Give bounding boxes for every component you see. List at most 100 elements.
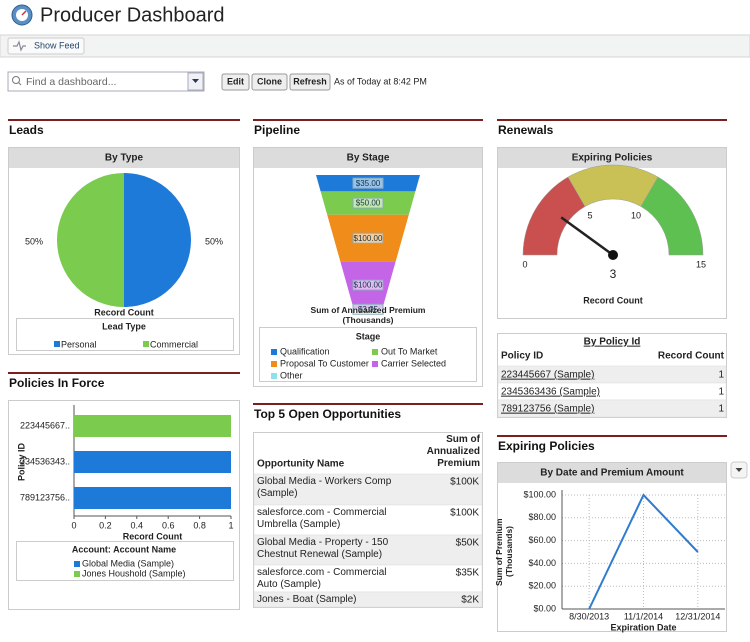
- chart-title: By Date and Premium Amount: [540, 468, 684, 479]
- pie-value-label: 50%: [205, 236, 223, 246]
- table-cell: $2K: [461, 595, 479, 606]
- bar: [74, 487, 231, 509]
- gauge-tick-label: 0: [522, 259, 527, 269]
- y-axis-label: Policy ID: [16, 442, 26, 481]
- column-header: Policy ID: [501, 351, 543, 362]
- panel-title-bar: [498, 148, 726, 168]
- funnel-value-label: $50.00: [356, 199, 381, 208]
- section-title: Leads: [9, 123, 44, 137]
- dropdown-arrow: [192, 79, 199, 83]
- x-axis-label: Expiration Date: [610, 622, 676, 632]
- line-series: [588, 493, 699, 610]
- y-tick-label: $80.00: [528, 512, 556, 522]
- funnel-value-label: $100.00: [354, 234, 383, 243]
- chart-title: By Type: [105, 153, 144, 164]
- funnel-label-bg: [352, 232, 384, 244]
- legend-title: Account: Account Name: [72, 544, 176, 554]
- bar: [74, 415, 231, 437]
- legend: [16, 318, 234, 351]
- table-cell-link[interactable]: 789123756 (Sample): [501, 404, 594, 415]
- search-box[interactable]: [7, 71, 205, 92]
- legend-label: Out To Market: [381, 346, 438, 356]
- legend-title: Stage: [356, 331, 381, 341]
- x-axis-label: Record Count: [123, 531, 183, 541]
- funnel-label-bg: [352, 197, 384, 209]
- y-tick-label: $100.00: [523, 489, 556, 499]
- table-cell: Jones - Boat (Sample): [257, 594, 357, 605]
- table-cell-link[interactable]: 2345363436 (Sample): [501, 387, 600, 398]
- pie-slice: [57, 173, 124, 307]
- feed-bar: [0, 34, 750, 58]
- search-placeholder: Find a dashboard...: [26, 76, 116, 88]
- legend-swatch: [271, 373, 277, 379]
- chart-title: Expiring Policies: [572, 153, 653, 164]
- y-tick-label: 223445667..: [20, 420, 70, 430]
- section-title: Expiring Policies: [498, 439, 595, 453]
- app-icon-needle: [21, 10, 27, 16]
- as-of-label: As of Today at 8:42 PM: [334, 76, 427, 86]
- legend: [259, 327, 477, 382]
- section-title: Pipeline: [254, 123, 300, 137]
- legend-swatch: [372, 361, 378, 367]
- x-tick-label: 8/30/2013: [569, 611, 609, 621]
- chart-title: By Stage: [347, 153, 390, 164]
- toolbar-button-label[interactable]: Refresh: [293, 76, 327, 86]
- toolbar-button-label[interactable]: Edit: [227, 76, 244, 86]
- axis-label: Record Count: [583, 295, 643, 305]
- column-header-box: Sum of Annualized Premium: [426, 434, 480, 469]
- table-cell-link[interactable]: 223445667 (Sample): [501, 370, 594, 381]
- y-tick-label: 234536343..: [20, 456, 70, 466]
- table-row: [497, 399, 727, 418]
- toolbar-button[interactable]: [289, 73, 331, 91]
- search-icon: [12, 76, 20, 84]
- legend-swatch: [74, 571, 80, 577]
- table-cell-box: Global Media - Workers Comp (Sample): [257, 476, 392, 499]
- funnel-label-bg: [352, 279, 384, 291]
- table-cell-box: Jones - Boat (Sample): [257, 594, 357, 605]
- panel-title-bar: [254, 148, 482, 168]
- legend-label: Carrier Selected: [381, 358, 446, 368]
- gauge-tick-label: 10: [631, 211, 641, 221]
- legend-label: Qualification: [280, 346, 330, 356]
- table-cell-box: Global Media - Property - 150 Chestnut R…: [257, 537, 388, 560]
- legend-label: Global Media (Sample): [82, 558, 174, 568]
- table-cell: 1: [718, 387, 724, 398]
- funnel-label-bg: [352, 177, 384, 189]
- column-header: Sum of Annualized Premium: [426, 434, 480, 469]
- show-feed-label[interactable]: Show Feed: [34, 40, 80, 50]
- gauge-band: [640, 176, 704, 256]
- toolbar-button[interactable]: [251, 73, 288, 91]
- section-title: Top 5 Open Opportunities: [254, 407, 401, 421]
- toolbar-button[interactable]: [221, 73, 250, 91]
- show-feed-button[interactable]: [7, 37, 85, 55]
- y-tick-label: $0.00: [533, 603, 556, 613]
- legend-swatch: [372, 349, 378, 355]
- x-tick-label: 0.6: [162, 520, 175, 530]
- gauge-value: 3: [610, 267, 617, 281]
- x-tick-label: 0.2: [99, 520, 112, 530]
- legend-title: Lead Type: [102, 321, 146, 331]
- table-row: [253, 504, 483, 536]
- table-title: By Policy Id: [584, 337, 641, 348]
- x-tick-label: 11/1/2014: [624, 611, 663, 621]
- x-tick-label: 0.8: [193, 520, 206, 530]
- table-cell: salesforce.com - Commercial Umbrella (Sa…: [257, 507, 387, 530]
- toolbar-button-label[interactable]: Clone: [257, 76, 282, 86]
- feed-icon: [13, 40, 26, 52]
- table-cell: $50K: [456, 538, 480, 549]
- panel: [497, 462, 727, 632]
- column-header: Record Count: [658, 351, 725, 362]
- gauge-hub: [608, 250, 618, 260]
- table-cell: Global Media - Workers Comp (Sample): [257, 476, 392, 499]
- gauge-needle: [560, 216, 614, 257]
- legend-label: Personal: [61, 339, 97, 349]
- axis-label: Sum of Annualized Premium (Thousands): [310, 305, 426, 325]
- gauge-tick-label: 15: [696, 259, 706, 269]
- funnel-value-label: $3.35: [358, 305, 379, 314]
- funnel-label-bg: [352, 303, 384, 315]
- table-cell: $35K: [456, 568, 480, 579]
- table-cell-box: salesforce.com - Commercial Auto (Sample…: [257, 567, 386, 590]
- table-cell: $100K: [450, 477, 479, 488]
- legend-label: Proposal To Customer: [280, 358, 369, 368]
